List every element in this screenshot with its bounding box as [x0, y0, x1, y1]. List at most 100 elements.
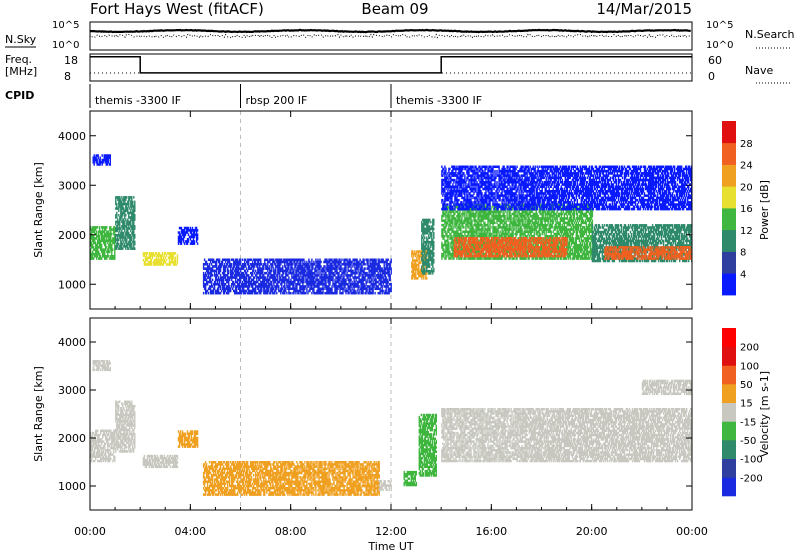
echo-cell	[98, 257, 100, 260]
echo-cell	[450, 226, 452, 229]
echo-cell	[230, 269, 232, 273]
echo-cell	[275, 263, 277, 266]
echo-cell	[284, 265, 286, 268]
echo-cell	[90, 243, 92, 247]
echo-cell	[107, 158, 109, 162]
echo-cell	[361, 267, 363, 270]
echo-cell	[339, 260, 341, 264]
echo-cell	[257, 267, 259, 270]
echo-cell	[128, 214, 130, 217]
echo-cell	[105, 161, 107, 164]
echo-cell	[366, 258, 368, 262]
echo-cell	[311, 271, 313, 275]
echo-cell	[499, 226, 501, 229]
echo-cell	[500, 210, 502, 214]
echo-cell	[149, 252, 152, 255]
echo-cell	[92, 226, 94, 229]
echo-cell	[207, 267, 210, 270]
echo-cell	[507, 235, 509, 238]
echo-cell	[306, 283, 308, 286]
echo-cell	[106, 246, 108, 249]
echo-cell	[131, 196, 133, 199]
echo-cell	[422, 247, 424, 251]
echo-cell	[119, 222, 121, 226]
echo-cell	[352, 291, 354, 295]
echo-cell	[366, 289, 368, 293]
echo-cell	[219, 263, 222, 266]
echo-cell	[412, 272, 414, 276]
echo-cell	[364, 271, 366, 275]
echo-cell	[274, 260, 276, 264]
echo-cell	[215, 289, 218, 293]
echo-cell	[224, 278, 227, 282]
echo-cell	[459, 228, 461, 231]
echo-cell	[506, 203, 508, 207]
echo-cell	[253, 269, 255, 273]
echo-cell	[109, 246, 111, 249]
echo-cell	[481, 257, 483, 260]
echo-cell	[362, 276, 364, 279]
echo-cell	[323, 265, 325, 268]
echo-cell	[100, 255, 102, 258]
echo-cell	[254, 265, 256, 268]
echo-cell	[122, 236, 124, 239]
echo-cell	[95, 237, 97, 240]
echo-cell	[375, 258, 377, 262]
echo-cell	[97, 252, 99, 256]
echo-cell	[242, 289, 244, 293]
echo-cell	[121, 196, 123, 199]
echo-cell	[260, 280, 262, 284]
echo-cell	[131, 214, 133, 217]
echo-cell	[294, 287, 296, 291]
echo-cell	[483, 252, 485, 256]
echo-cell	[329, 271, 331, 275]
echo-cell	[360, 267, 362, 270]
echo-cell	[424, 252, 426, 255]
echo-cell	[295, 263, 297, 266]
echo-cell	[412, 277, 414, 280]
echo-cell	[120, 209, 122, 213]
echo-cell	[495, 226, 497, 229]
echo-cell	[427, 261, 429, 264]
echo-cell	[475, 228, 477, 231]
echo-cell	[378, 274, 380, 277]
echo-cell	[255, 285, 257, 288]
echo-cell	[303, 289, 305, 293]
echo-cell	[470, 235, 472, 238]
echo-cell	[235, 258, 237, 262]
echo-cell	[441, 243, 443, 247]
echo-cell	[521, 257, 523, 260]
echo-cell	[126, 205, 128, 208]
echo-cell	[416, 265, 418, 269]
echo-cell	[104, 161, 106, 164]
echo-cell	[317, 289, 319, 293]
echo-cell	[101, 239, 103, 243]
echo-cell	[129, 238, 131, 242]
sky-panel-frame	[89, 21, 693, 51]
echo-cell	[267, 289, 269, 293]
echo-cell	[342, 276, 344, 279]
echo-cell	[124, 200, 126, 204]
echo-cell	[259, 289, 261, 293]
echo-cell	[298, 265, 300, 268]
echo-cell	[506, 223, 508, 227]
echo-cell	[92, 230, 94, 234]
echo-cell	[217, 271, 220, 275]
echo-cell	[415, 277, 417, 280]
echo-cell	[344, 280, 346, 284]
echo-cell	[221, 258, 224, 262]
echo-cell	[304, 274, 306, 277]
echo-cell	[217, 260, 220, 264]
echo-cell	[129, 227, 131, 230]
echo-cell	[329, 258, 331, 262]
echo-cell	[112, 239, 114, 243]
echo-cell	[522, 223, 524, 227]
echo-cell	[271, 280, 273, 284]
echo-cell	[492, 223, 494, 227]
echo-cell	[298, 283, 300, 286]
echo-cell	[181, 233, 184, 237]
echo-cell	[441, 230, 443, 234]
echo-cell	[455, 206, 457, 209]
echo-cell	[195, 229, 198, 232]
echo-cell	[322, 278, 324, 282]
